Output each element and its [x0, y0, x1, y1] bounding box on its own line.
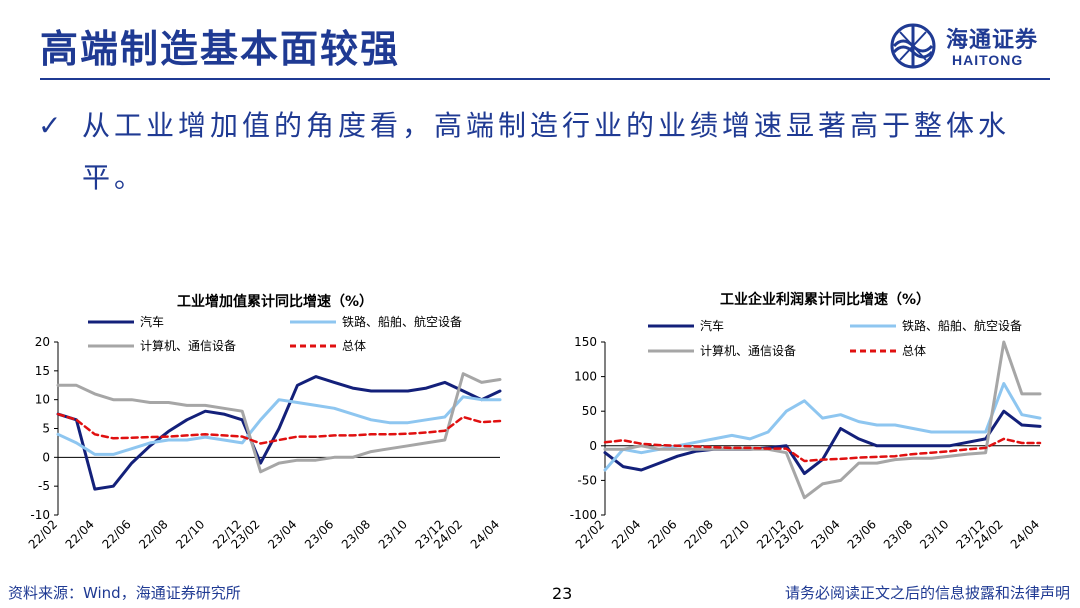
y-tick-label: 10: [35, 393, 50, 407]
chart-title: 工业增加值累计同比增速（%）: [177, 293, 373, 310]
series-line-3: [56, 412, 502, 445]
page-number: 23: [552, 584, 573, 603]
x-tick-label: 22/02: [26, 517, 60, 551]
x-tick-label: 23/04: [808, 517, 842, 551]
series-line-3: [603, 437, 1042, 463]
x-tick-label: 24/04: [468, 517, 502, 551]
series-line-2: [603, 340, 1042, 500]
x-tick-label: 23/10: [376, 517, 410, 551]
y-tick-label: 15: [35, 364, 50, 378]
x-tick-label: 22/06: [645, 517, 679, 551]
legend-label: 计算机、通信设备: [140, 338, 236, 353]
y-tick-label: 150: [574, 335, 597, 349]
footer-disclaimer: 请务必阅读正文之后的信息披露和法律声明: [784, 584, 1070, 602]
legend-label: 汽车: [140, 314, 164, 329]
series-line-1: [56, 395, 502, 456]
series-line-2: [56, 372, 502, 474]
x-tick-label: 22/04: [609, 517, 643, 551]
legend-label: 铁路、船舶、航空设备: [342, 314, 462, 329]
x-tick-label: 23/04: [265, 517, 299, 551]
chart-title: 工业企业利润累计同比增速（%）: [720, 291, 930, 308]
legend-label: 汽车: [700, 318, 724, 333]
logo-english-name: HAITONG: [952, 52, 1024, 68]
legend-label: 铁路、船舶、航空设备: [902, 318, 1022, 333]
y-tick-label: 0: [589, 439, 597, 453]
y-tick-label: 100: [574, 370, 597, 384]
x-tick-label: 23/10: [917, 517, 951, 551]
footer-source: 资料来源：Wind，海通证券研究所: [8, 584, 241, 602]
x-tick-label: 23/08: [339, 517, 373, 551]
series-line-0: [56, 375, 502, 491]
x-tick-label: 22/04: [63, 517, 97, 551]
x-tick-label: 22/08: [682, 517, 716, 551]
haitong-emblem-icon: [890, 23, 936, 69]
y-tick-label: 5: [42, 422, 50, 436]
x-tick-label: 24/04: [1008, 517, 1042, 551]
legend-label: 总体: [902, 344, 926, 358]
bullet-point: ✓ 从工业增加值的角度看，高端制造行业的业绩增速显著高于整体水平。: [38, 100, 1048, 204]
x-tick-label: 22/08: [136, 517, 170, 551]
y-tick-label: 50: [582, 404, 597, 418]
y-tick-label: 20: [35, 335, 50, 349]
x-tick-label: 23/06: [302, 517, 336, 551]
y-tick-label: -5: [38, 479, 50, 493]
page-title: 高端制造基本面较强: [40, 27, 401, 71]
x-tick-label: 22/06: [99, 517, 133, 551]
logo-chinese-name: 海通证券: [946, 27, 1039, 53]
x-tick-label: 22/02: [573, 517, 607, 551]
y-tick-label: -10: [30, 508, 50, 522]
company-logo: 海通证券 HAITONG: [888, 22, 1058, 70]
x-tick-label: 23/06: [845, 517, 879, 551]
x-tick-label: 23/08: [881, 517, 915, 551]
y-tick-label: -100: [570, 508, 597, 522]
x-tick-label: 22/10: [718, 517, 752, 551]
x-tick-label: 22/10: [173, 517, 207, 551]
checkmark-icon: ✓: [38, 109, 62, 142]
legend-label: 总体: [342, 339, 366, 353]
legend-label: 计算机、通信设备: [700, 343, 796, 358]
y-tick-label: -50: [577, 473, 597, 487]
series-line-0: [603, 409, 1042, 475]
y-tick-label: 0: [42, 450, 50, 464]
bullet-text: 从工业增加值的角度看，高端制造行业的业绩增速显著高于整体水平。: [82, 109, 1011, 194]
header-divider: [40, 78, 1050, 80]
